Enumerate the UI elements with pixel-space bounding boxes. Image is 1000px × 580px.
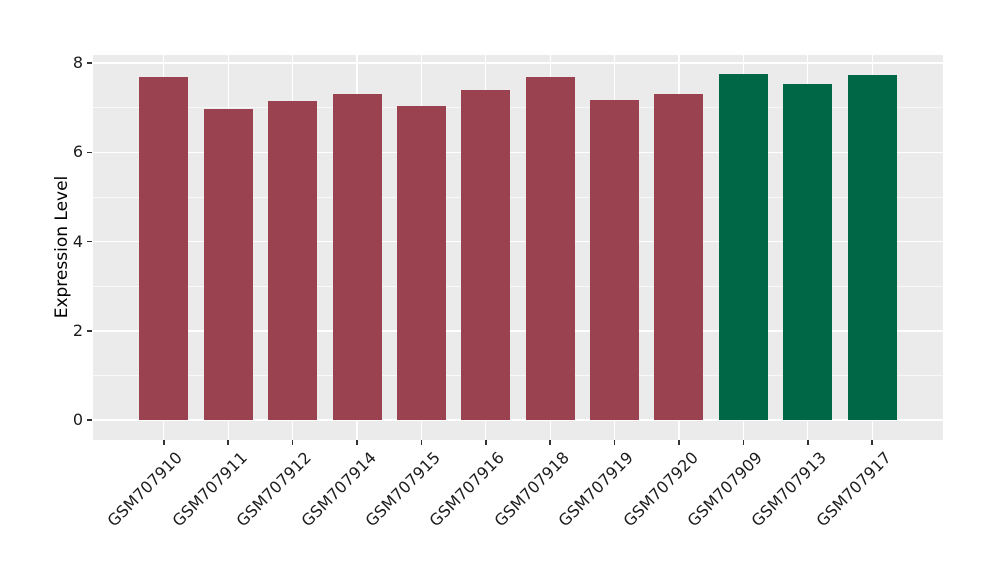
- x-tick-mark-GSM707911: [227, 440, 229, 445]
- bar-GSM707918: [525, 77, 575, 420]
- gridline-minor-y3: [93, 285, 943, 287]
- bar-GSM707915: [396, 106, 446, 420]
- gridline-major-y8: [93, 62, 943, 64]
- gridline-minor-y5: [93, 196, 943, 198]
- y-tick-mark-0: [87, 419, 92, 421]
- bar-GSM707914: [332, 94, 382, 420]
- y-tick-mark-8: [87, 62, 92, 64]
- bar-GSM707920: [654, 93, 704, 420]
- bar-GSM707913: [783, 84, 833, 420]
- gridline-major-y2: [93, 330, 943, 332]
- plot-panel: [93, 55, 943, 440]
- x-tick-mark-GSM707915: [420, 440, 423, 445]
- gridline-major-y0: [93, 419, 943, 421]
- bar-GSM707909: [718, 74, 768, 420]
- x-tick-mark-GSM707920: [678, 440, 680, 445]
- y-tick-mark-6: [87, 151, 92, 154]
- bar-GSM707916: [461, 89, 511, 420]
- x-tick-mark-GSM707919: [613, 440, 616, 445]
- bar-GSM707911: [203, 109, 253, 420]
- y-tick-label-2: 2: [72, 320, 83, 340]
- x-tick-mark-GSM707914: [356, 440, 358, 445]
- gridline-minor-y1: [93, 374, 943, 376]
- y-tick-label-4: 4: [72, 231, 83, 251]
- y-tick-label-8: 8: [72, 53, 83, 73]
- x-tick-mark-GSM707912: [291, 440, 294, 445]
- bar-GSM707912: [268, 100, 318, 420]
- gridline-major-y4: [93, 240, 943, 243]
- bar-GSM707910: [139, 76, 189, 420]
- x-tick-mark-GSM707910: [163, 440, 165, 445]
- y-tick-mark-4: [87, 240, 92, 243]
- y-tick-label-6: 6: [72, 142, 83, 162]
- x-tick-mark-GSM707917: [871, 440, 873, 445]
- y-tick-label-0: 0: [72, 410, 83, 429]
- y-tick-mark-2: [87, 330, 92, 332]
- x-tick-mark-GSM707918: [549, 440, 551, 445]
- gridline-major-y6: [93, 151, 943, 154]
- y-axis-title-text: Expression Level: [52, 175, 72, 319]
- bar-GSM707917: [847, 75, 897, 420]
- gridline-minor-y7: [93, 107, 943, 109]
- x-tick-mark-GSM707913: [807, 440, 809, 445]
- bar-GSM707919: [590, 99, 640, 420]
- x-tick-mark-GSM707909: [742, 440, 745, 445]
- x-tick-mark-GSM707916: [485, 440, 487, 445]
